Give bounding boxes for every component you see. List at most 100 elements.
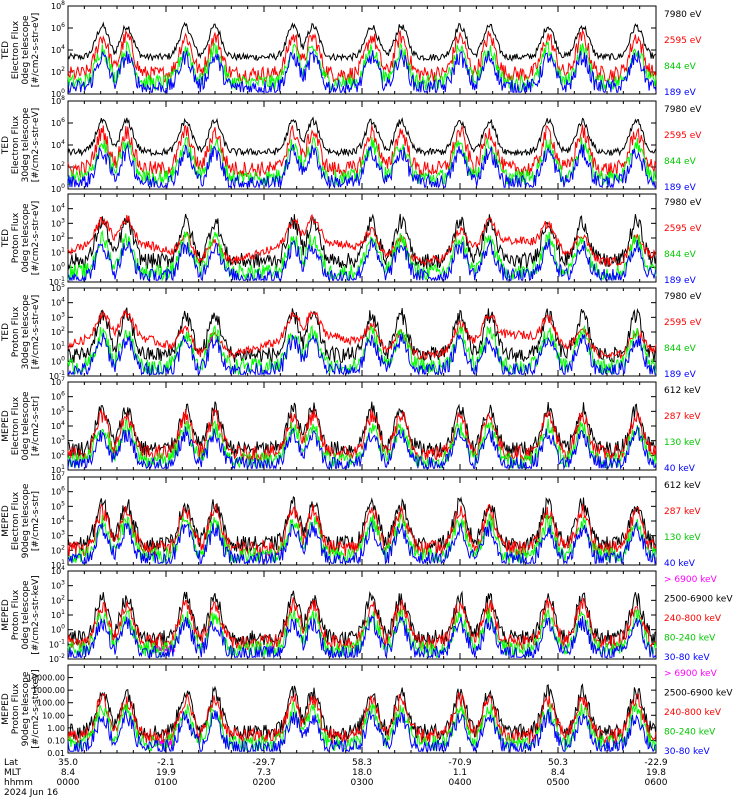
panel-5: 101 102 103 104 105 106 107 MEPED Electron Flux 0…	[1, 376, 701, 475]
y-tick-label: 102	[51, 326, 65, 337]
y-axis-label: Proton Flux	[11, 212, 21, 263]
y-tick-label: 100	[51, 88, 65, 99]
series-trace	[67, 21, 657, 62]
legend-entry: 612 keV	[664, 386, 701, 396]
hhmm-tick-label: 0100	[155, 778, 178, 788]
mlt-tick-label: 18.0	[352, 768, 372, 778]
y-axis-label: MEPED	[1, 599, 11, 631]
lat-tick-label: 50.3	[548, 758, 568, 768]
legend-entry: 2595 eV	[664, 36, 702, 46]
plot-frame	[67, 193, 657, 283]
y-axis-label: MEPED	[1, 693, 11, 725]
legend-entry: 287 keV	[664, 412, 701, 422]
series-trace	[67, 49, 657, 95]
series-trace	[67, 213, 657, 271]
y-tick-label: 102	[51, 232, 65, 243]
y-tick-label: 104	[51, 420, 65, 431]
series-trace	[67, 229, 657, 282]
y-tick-label: 104	[51, 44, 65, 55]
panel-3: 10-1 100 101 102 103 104 TED Proton Flux 0deg te…	[1, 193, 702, 287]
date-label: 2024 Jun 16	[4, 788, 58, 798]
lat-tick-label: -2.1	[157, 758, 175, 768]
y-tick-label: 104	[51, 203, 65, 214]
legend-entry: 40 keV	[664, 559, 696, 569]
y-tick-label: 0.01	[47, 749, 65, 758]
footer-label: Lat	[4, 758, 19, 768]
legend-entry: 7980 eV	[664, 292, 702, 302]
legend-entry: > 6900 keV	[664, 669, 718, 679]
mlt-tick-label: 8.4	[61, 768, 76, 778]
y-axis-label: 0deg telescope	[21, 15, 31, 85]
y-axis-label: [#/cm2-s-str-keV]	[31, 575, 41, 654]
y-tick-label: 0.10	[47, 736, 65, 745]
y-axis-label: [#/cm2-s-str]	[31, 396, 41, 456]
y-tick-label: 107	[51, 376, 65, 387]
series-trace	[67, 709, 657, 753]
y-axis-label: [#/cm2-s-str-eV]	[31, 295, 41, 370]
y-tick-label: 103	[51, 530, 65, 541]
y-axis-label: TED	[1, 136, 11, 155]
hhmm-tick-label: 0000	[57, 778, 80, 788]
hhmm-tick-label: 0600	[645, 778, 668, 788]
mlt-tick-label: 8.4	[551, 768, 566, 778]
y-tick-label: 106	[51, 117, 65, 128]
y-tick-label: 101	[51, 341, 65, 352]
hhmm-tick-label: 0400	[449, 778, 472, 788]
mlt-tick-label: 19.9	[156, 768, 176, 778]
y-tick-label: 108	[51, 95, 65, 106]
y-tick-label: 106	[51, 391, 65, 402]
series-trace	[67, 520, 657, 566]
y-tick-label: 100.00	[37, 699, 65, 708]
legend-entry: 2595 eV	[664, 131, 702, 141]
series-trace	[67, 136, 657, 187]
series-trace	[67, 407, 657, 462]
series-trace	[67, 142, 657, 190]
y-tick-label: 10-2	[49, 653, 65, 664]
series-trace	[67, 608, 657, 658]
y-tick-label: 104	[51, 139, 65, 150]
lat-tick-label: 58.3	[352, 758, 372, 768]
y-axis-label: [#/cm2-s-str]	[31, 491, 41, 551]
lat-tick-label: -22.9	[644, 758, 668, 768]
y-axis-label: 30deg telescope	[21, 107, 31, 182]
y-tick-label: 10000.00	[27, 674, 65, 683]
series-trace	[67, 425, 657, 471]
series-trace	[67, 590, 657, 646]
lat-tick-label: -70.9	[448, 758, 472, 768]
legend-entry: 130 keV	[664, 533, 701, 543]
y-tick-label: 10-1	[49, 638, 65, 649]
y-tick-label: 105	[51, 282, 65, 293]
legend-entry: 844 eV	[664, 62, 697, 72]
y-axis-label: 90deg telescope	[21, 671, 31, 746]
y-axis-label: Electron Flux	[11, 491, 21, 550]
y-axis-label: TED	[1, 323, 11, 342]
y-axis-label: TED	[1, 41, 11, 60]
legend-entry: 7980 eV	[664, 105, 702, 115]
y-tick-label: 102	[51, 544, 65, 555]
legend-entry: 287 keV	[664, 507, 701, 517]
legend-entry: 189 eV	[664, 276, 697, 286]
legend-entry: 7980 eV	[664, 198, 702, 208]
legend-entry: 612 keV	[664, 481, 701, 491]
y-tick-label: 102	[51, 161, 65, 172]
y-axis-label: [#/cm2-s-str-eV]	[31, 108, 41, 183]
legend-entry: 189 eV	[664, 370, 697, 380]
footer-label: MLT	[4, 768, 22, 778]
y-tick-label: 103	[51, 435, 65, 446]
y-axis-label: [#/cm2-s-str-eV]	[31, 201, 41, 276]
y-tick-label: 1.00	[47, 724, 65, 733]
y-tick-label: 103	[51, 311, 65, 322]
y-tick-label: 102	[51, 66, 65, 77]
series-trace	[67, 238, 657, 283]
legend-entry: 2595 eV	[664, 318, 702, 328]
y-tick-label: 100	[51, 355, 65, 366]
legend-entry: 2595 eV	[664, 224, 702, 234]
y-axis-label: Electron Flux	[11, 396, 21, 455]
mlt-tick-label: 7.3	[257, 768, 271, 778]
legend-entry: 130 keV	[664, 438, 701, 448]
y-axis-label: Proton Flux	[11, 589, 21, 640]
y-axis-label: Proton Flux	[11, 683, 21, 734]
footer-label: hhmm	[4, 778, 33, 788]
time-axis: LatMLThhmm35.08.40000-2.119.90100-29.77.…	[4, 758, 668, 798]
